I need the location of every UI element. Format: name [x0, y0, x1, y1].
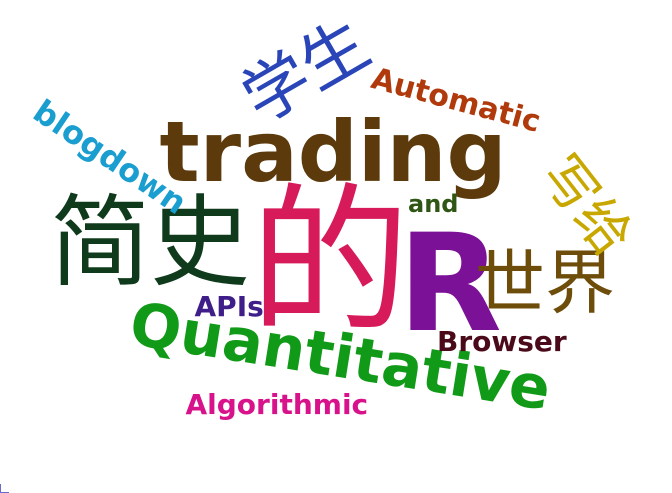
word-jianshi: 简史: [50, 184, 250, 301]
word-r: R: [398, 204, 502, 362]
word-trading: trading: [159, 103, 507, 201]
word-algorithmic: Algorithmic: [185, 388, 369, 421]
word-shijie: 世界: [475, 242, 615, 324]
word-browser: Browser: [437, 325, 567, 358]
word-de: 的: [250, 168, 411, 355]
word-apis: APIs: [194, 290, 264, 323]
corner-mark: [0, 484, 9, 493]
word-and: and: [408, 190, 459, 218]
